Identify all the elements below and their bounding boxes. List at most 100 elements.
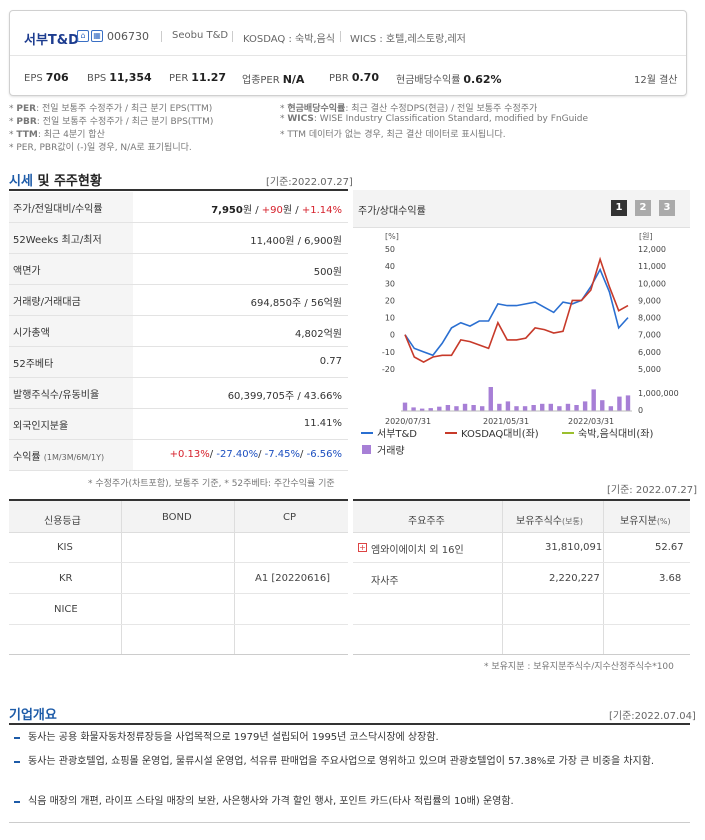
credit-header-cp: CP	[283, 512, 297, 523]
metric-dividend-yield: 현금배당수익률 0.62%	[396, 73, 502, 86]
volume-bar	[548, 403, 554, 411]
credit-table-header	[9, 501, 348, 533]
volume-bar	[565, 403, 571, 411]
market-footnote: * 수정주가(차트포함), 보통주 기준, * 52주베타: 주간수익률 기준	[88, 479, 335, 489]
metric-per: PER 11.27	[169, 71, 227, 84]
overview-base-date: [기준:2022.07.04]	[609, 711, 696, 722]
left-axis-tick-label: -10	[382, 348, 395, 357]
chart-page-2-button[interactable]: 2	[635, 200, 651, 216]
holders-base-date: [기준: 2022.07.27]	[607, 485, 698, 496]
table-top-line	[353, 499, 690, 501]
row-divider	[353, 593, 690, 594]
expand-plus-icon[interactable]: +	[358, 543, 367, 552]
chart-page-3-button[interactable]: 3	[659, 200, 675, 216]
volume-bar	[582, 401, 588, 411]
credit-cp-kr: A1 [20220616]	[255, 573, 331, 584]
metric-industry-per: 업종PER N/A	[242, 73, 305, 86]
col-divider	[234, 501, 235, 654]
left-axis-tick-label: 30	[385, 279, 395, 288]
holder-stake: 3.68	[659, 573, 682, 584]
legend-label: 서부T&D	[377, 428, 417, 440]
chart-title: 주가/상대수익률	[358, 206, 426, 217]
right-axis-tick-label: 11,000	[638, 262, 666, 271]
holder-shares: 31,810,091	[545, 542, 603, 553]
x-axis-tick-label: 2021/05/31	[483, 417, 529, 426]
volume-bar	[514, 406, 519, 411]
row-volume: 거래량/거래대금 694,850주 / 56억원	[9, 285, 348, 316]
building-icon[interactable]: ▦	[91, 30, 103, 42]
left-axis-tick-label: 10	[385, 314, 395, 323]
left-axis-tick-label: -20	[382, 365, 395, 374]
market-sector: KOSDAQ : 숙박,음식	[243, 34, 335, 45]
right-axis-tick-label: 7,000	[638, 331, 661, 340]
credit-agency-kr: KR	[59, 573, 73, 584]
table-bottom-line	[9, 654, 348, 655]
volume-bar	[505, 401, 511, 411]
credit-header-bond: BOND	[162, 512, 192, 523]
volume-bar	[411, 407, 416, 411]
price-chart: [%] [원] 50 40 30 20 10 0 -10 -20 12,000 11,000 10,…	[361, 232, 679, 457]
table-bottom-line	[353, 654, 690, 655]
volume-bar	[574, 405, 579, 411]
stock-code: 006730	[107, 30, 149, 43]
right-axis-tick-label: 5,000	[638, 365, 661, 374]
company-header-card: 서부T&D ⌂ ▦ 006730 Seobu T&D KOSDAQ : 숙박,음…	[9, 10, 687, 96]
volume-bar	[540, 403, 545, 411]
x-axis-tick-label: 2022/03/31	[568, 417, 614, 426]
holder-shares: 2,220,227	[549, 573, 600, 584]
legend-swatch	[362, 445, 371, 454]
note-na: * PER, PBR값이 (-)일 경우, N/A로 표기됩니다.	[9, 143, 192, 153]
right-axis-tick-label: 9,000	[638, 296, 661, 305]
volume-bar	[454, 406, 459, 411]
table-top-line	[9, 189, 348, 191]
volume-axis-tick-label: 0	[638, 406, 643, 415]
row-face-value: 액면가 500원	[9, 254, 348, 285]
metric-bps: BPS 11,354	[87, 71, 152, 84]
row-price: 주가/전일대비/수익률 7,950원 / +90원 / +1.14%	[9, 192, 348, 223]
fiscal-settlement: 12월 결산	[634, 75, 678, 86]
x-axis-tick-label: 2020/07/31	[385, 417, 431, 426]
note-per: * PER: 전일 보통주 수정주가 / 최근 분기 EPS(TTM)	[9, 104, 213, 114]
col-divider	[603, 501, 604, 654]
col-divider	[502, 501, 503, 654]
volume-bar	[522, 406, 528, 411]
volume-bar	[479, 406, 485, 411]
left-axis-tick-label: 0	[390, 331, 395, 340]
volume-bar	[557, 406, 562, 411]
volume-bar	[608, 406, 614, 411]
divider	[340, 31, 341, 42]
holder-stake: 52.67	[655, 542, 684, 553]
market-base-date: [기준:2022.07.27]	[266, 177, 353, 188]
row-beta: 52주베타 0.77	[9, 347, 348, 378]
holder-name[interactable]: 엠와이에이치 외 16인	[371, 545, 464, 556]
right-axis-tick-label: 8,000	[638, 314, 661, 323]
chart-page-1-button[interactable]: 1	[611, 200, 627, 216]
company-name: 서부T&D	[24, 33, 79, 48]
right-axis-tick-label: 10,000	[638, 279, 666, 288]
left-unit-label: [%]	[385, 232, 399, 241]
section-title-market: 시세 및 주주현황	[9, 174, 102, 189]
volume-bar	[531, 405, 536, 411]
volume-axis-tick-label: 1,000,000	[638, 389, 679, 398]
row-returns: 수익률 (1M/3M/6M/1Y) +0.13%/ -27.40%/ -7.45…	[9, 440, 348, 471]
right-axis-tick-label: 12,000	[638, 245, 666, 254]
table-top-line	[9, 499, 348, 501]
note-dividend: * 현금배당수익률: 최근 결산 수정DPS(현금) / 전일 보통주 수정주가	[280, 104, 538, 114]
legend-label: 숙박,음식대비(좌)	[578, 428, 653, 440]
row-divider	[353, 624, 690, 625]
wics-sector: WICS : 호텔,레스토랑,레저	[350, 34, 466, 45]
overview-item: 동사는 공용 화물자동차정류장등을 사업목적으로 1979년 설립되어 1995…	[14, 728, 684, 747]
credit-agency-kis: KIS	[57, 542, 73, 553]
volume-bar	[419, 408, 425, 411]
home-icon[interactable]: ⌂	[77, 30, 89, 42]
series-line	[404, 267, 629, 357]
left-axis-tick-label: 40	[385, 262, 395, 271]
legend-label: 거래량	[377, 445, 405, 457]
note-pbr: * PBR: 전일 보통주 수정주가 / 최근 분기 BPS(TTM)	[9, 117, 214, 127]
metric-eps: EPS 706	[24, 71, 69, 84]
volume-bar	[617, 396, 622, 411]
note-wics: * WICS: WISE Industry Classification Sta…	[280, 114, 589, 124]
section-title-overview: 기업개요	[9, 708, 57, 723]
volume-bar	[488, 387, 493, 411]
left-axis-tick-label: 20	[385, 296, 395, 305]
